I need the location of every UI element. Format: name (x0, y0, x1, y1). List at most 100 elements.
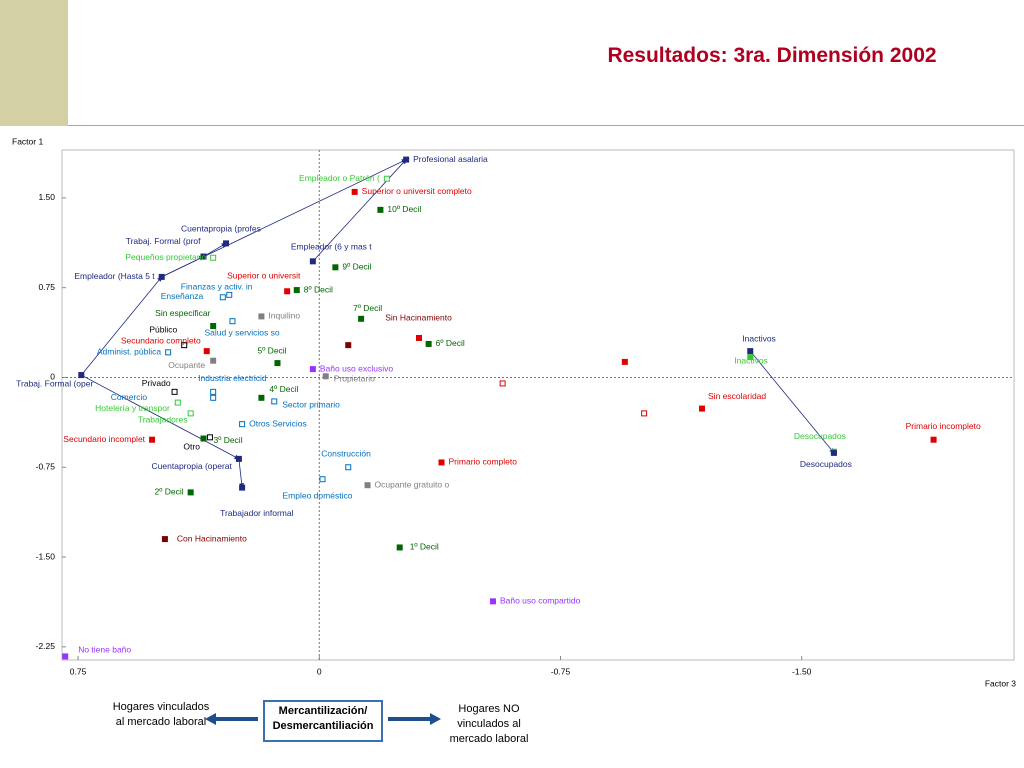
point-label: Otros Servicios (249, 418, 307, 428)
connector-arrow (80, 276, 163, 376)
point-label: Cuentapropia (operat (152, 461, 233, 471)
point (930, 436, 937, 443)
point-label: Industria electricid (198, 373, 267, 383)
point (78, 372, 85, 379)
point (206, 434, 213, 441)
point (621, 358, 628, 365)
point-label: Administ. pública (97, 347, 162, 357)
y-tick-label: 0.75 (38, 282, 55, 292)
point-label: 1º Decil (410, 542, 439, 552)
point-label: 10º Decil (387, 204, 421, 214)
point (499, 380, 506, 387)
y-tick-label: -0.75 (36, 462, 56, 472)
point-label: Trabaj. Formal (prof (126, 236, 201, 246)
point-label: Primario completo (449, 457, 518, 467)
point-label: Ocupante (168, 360, 205, 370)
header-rule (68, 125, 1024, 126)
chart: Factor 1 Factor 3 1.50 0.75 0 -0.75 -1.50 -2.… (12, 136, 1016, 688)
center-box: Mercantilización/ Desmercantiliación (263, 700, 383, 742)
point-label: Empleador (Hasta 5 t (74, 271, 155, 281)
point-label: Construcción (321, 449, 371, 459)
connector-arrow (312, 159, 407, 262)
point-label: Finanzas y activ. in (181, 282, 253, 292)
point (403, 156, 410, 163)
point (210, 388, 217, 395)
point (358, 315, 365, 322)
point (319, 476, 326, 483)
connector-arrow (749, 350, 835, 454)
point (210, 357, 217, 364)
left-note: Hogares vinculados al mercado laboral (112, 701, 210, 728)
point (274, 360, 281, 367)
point-label: Pequeños propietario (125, 252, 206, 262)
point-label: Hotelería y transpor (95, 403, 170, 413)
point (161, 536, 168, 543)
point (641, 410, 648, 417)
point-label: Sector primario (282, 400, 340, 410)
connector-arrow (238, 458, 245, 489)
point (258, 313, 265, 320)
point (284, 288, 291, 295)
point-label: Baño uso exclusivo (320, 363, 394, 373)
point (165, 349, 172, 356)
point-label: Ocupante gratuito o (375, 479, 450, 489)
point (332, 264, 339, 271)
point-label: 7º Decil (353, 303, 382, 313)
y-tick-label: 1.50 (38, 192, 55, 202)
point-label: 4º Decil (269, 384, 298, 394)
point-label: Baño uso compartido (500, 596, 581, 606)
point (425, 340, 432, 347)
point-label: Profesional asalaria (413, 154, 488, 164)
point-label: Con Hacinamiento (177, 533, 247, 543)
point-label: Secundario completo (121, 335, 201, 345)
point (322, 373, 329, 380)
point (747, 354, 754, 361)
point (364, 482, 371, 489)
y-tick-label: -1.50 (36, 551, 56, 561)
point (187, 410, 194, 417)
connector-arrow (203, 243, 227, 257)
point-label: Desocupados (800, 459, 852, 469)
point-label: 5º Decil (257, 345, 286, 355)
plot-frame (61, 149, 1015, 661)
point (187, 489, 194, 496)
point (239, 484, 246, 491)
point-label: Primario incompleto (906, 421, 981, 431)
point (309, 258, 316, 265)
point (200, 435, 207, 442)
point-label: Sin escolaridad (708, 391, 766, 401)
point (383, 175, 390, 182)
point (438, 459, 445, 466)
point-label: Cuentapropia (profes (181, 224, 261, 234)
point-label: 6º Decil (436, 338, 465, 348)
x-axis-label: Factor 3 (985, 678, 1016, 688)
point-label: Inquilino (268, 311, 300, 321)
point (699, 405, 706, 412)
point-label: Desocupados (794, 431, 846, 441)
point (210, 254, 217, 261)
point (226, 291, 233, 298)
point (210, 394, 217, 401)
point (747, 348, 754, 355)
point (223, 240, 230, 247)
point-label: Sin Hacinamiento (385, 312, 452, 322)
point (309, 366, 316, 373)
point-label: Otro (183, 442, 200, 452)
point-label: Trabajadores (138, 415, 188, 425)
point-label: Superior o universit (227, 271, 301, 281)
point (830, 449, 837, 456)
y-tick-label: -2.25 (36, 641, 56, 651)
point (149, 436, 156, 443)
corner-block (0, 0, 68, 126)
point (158, 273, 165, 280)
point-label: Sin especificar (155, 308, 210, 318)
x-tick-label: 0.75 (70, 666, 87, 676)
connector-arrow (161, 256, 204, 278)
point (345, 342, 352, 349)
point (345, 464, 352, 471)
point-label: Superior o universit completo (362, 186, 472, 196)
right-note: Hogares NO vinculados al mercado laboral (449, 703, 529, 745)
point (271, 398, 278, 405)
point-label: 2º Decil (155, 487, 184, 497)
